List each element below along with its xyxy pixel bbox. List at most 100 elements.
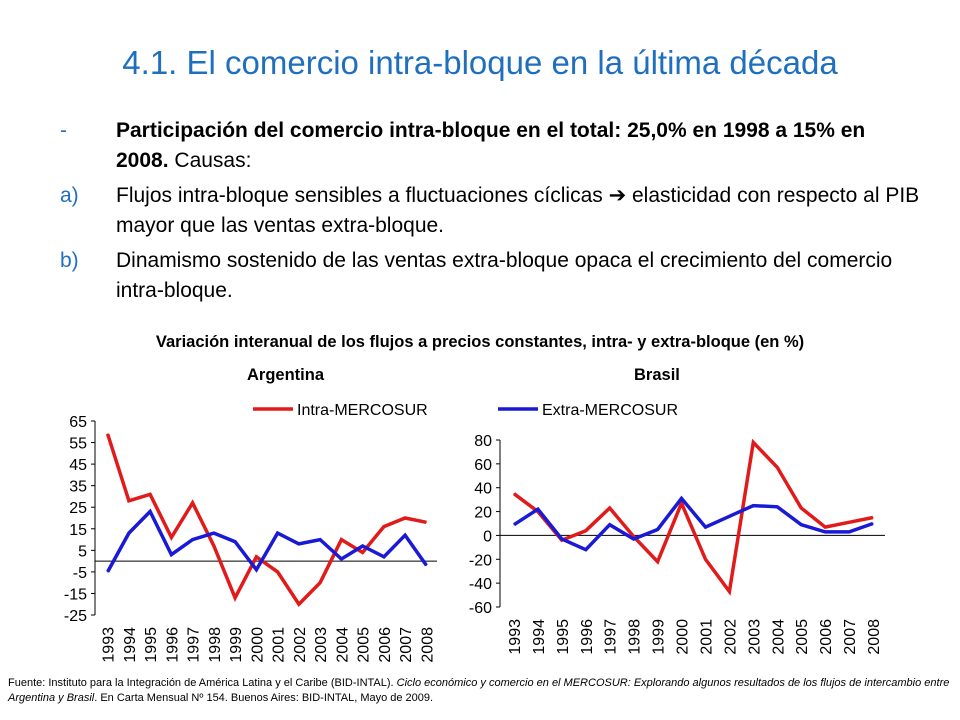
x-tick-label: 2002 [722,619,739,655]
y-tick-label: -15 [64,586,87,603]
bullet-list: - Participación del comercio intra-bloque… [60,116,920,311]
y-tick-label: 20 [474,505,492,522]
data-point [800,524,802,526]
data-point [192,539,194,541]
x-tick-label: 2001 [271,627,288,663]
y-tick-label: 45 [69,457,87,474]
x-tick-label: 1997 [603,619,620,655]
data-point [234,597,236,599]
data-point [752,505,754,507]
data-point [170,554,172,556]
data-point [824,531,826,533]
x-tick-label: 2001 [698,619,715,655]
x-tick-label: 2004 [770,619,787,655]
legend-label: Intra-MERCOSUR [297,402,428,419]
data-point [561,538,563,540]
data-point [149,493,151,495]
data-point [362,545,364,547]
data-point [425,564,427,566]
data-point [633,536,635,538]
data-point [298,543,300,545]
legend-label: Extra-MERCOSUR [542,402,678,419]
data-point [776,506,778,508]
data-point [657,561,659,563]
x-tick-label: 2008 [419,627,436,663]
series-line [105,433,427,607]
data-point [277,532,279,534]
x-tick-label: 1998 [207,627,224,663]
data-point [213,545,215,547]
data-point [513,493,515,495]
data-point [681,502,683,504]
source-note: Fuente: Instituto para la Integración de… [8,676,954,706]
x-tick-label: 1998 [627,619,644,655]
data-point [340,558,342,560]
data-point [848,531,850,533]
data-point [704,526,706,528]
data-point [633,538,635,540]
y-tick-label: 25 [69,500,87,517]
bullet-bold-text: Participación del comercio intra-bloque … [116,119,866,172]
x-tick-label: 2000 [675,619,692,655]
bullet-marker: - [60,119,67,142]
series-line [513,495,874,552]
x-tick-label: 2005 [356,627,373,663]
y-tick-label: 0 [483,528,492,545]
data-point [752,441,754,443]
series-line [106,508,428,573]
data-point [170,536,172,538]
data-point [234,541,236,543]
y-tick-label: 35 [69,479,87,496]
data-point [255,556,257,558]
data-point [213,532,215,534]
x-tick-label: 1994 [531,619,548,655]
y-tick-label: -40 [469,576,492,593]
data-point [872,517,874,519]
data-point [513,524,515,526]
figure-title: Variación interanual de los flujos a pre… [155,333,805,351]
data-point [298,603,300,605]
x-tick-label: 2003 [746,619,763,655]
y-tick-label: -60 [469,600,492,617]
x-tick-label: 1996 [579,619,596,655]
y-tick-label: 65 [69,414,87,431]
data-point [585,530,587,532]
x-tick-label: 2005 [794,619,811,655]
x-tick-label: 1997 [186,627,203,663]
page-title: 4.1. El comercio intra-bloque en la últi… [122,44,838,81]
y-tick-label: 60 [474,457,492,474]
bullet-item: - Participación del comercio intra-bloque… [60,116,920,176]
data-point [728,515,730,517]
data-point [383,556,385,558]
data-point [704,558,706,560]
data-point [277,571,279,573]
data-point [824,526,826,528]
y-tick-label: 55 [69,436,87,453]
x-tick-label: 2006 [377,627,394,663]
data-point [192,502,194,504]
data-point [383,526,385,528]
data-point [107,433,109,435]
x-tick-label: 1995 [143,627,160,663]
x-tick-label: 2002 [292,627,309,663]
data-point [404,517,406,519]
data-point [872,523,874,524]
source-details: . En Carta Mensual Nº 154. Buenos Aires:… [94,692,434,704]
data-point [585,549,587,551]
y-tick-label: 15 [69,522,87,539]
chart-title-brasil: Brasil [634,366,680,384]
x-tick-label: 1995 [555,619,572,655]
x-tick-label: 2003 [313,627,330,663]
data-point [425,521,427,523]
data-point [657,528,659,530]
data-point [362,551,364,553]
x-tick-label: 2008 [866,619,883,655]
data-point [609,524,611,526]
data-point [319,582,321,584]
y-tick-label: -5 [73,565,87,582]
x-tick-label: 2000 [249,627,266,663]
data-point [800,507,802,509]
x-tick-label: 1996 [164,627,181,663]
data-point [128,500,130,502]
